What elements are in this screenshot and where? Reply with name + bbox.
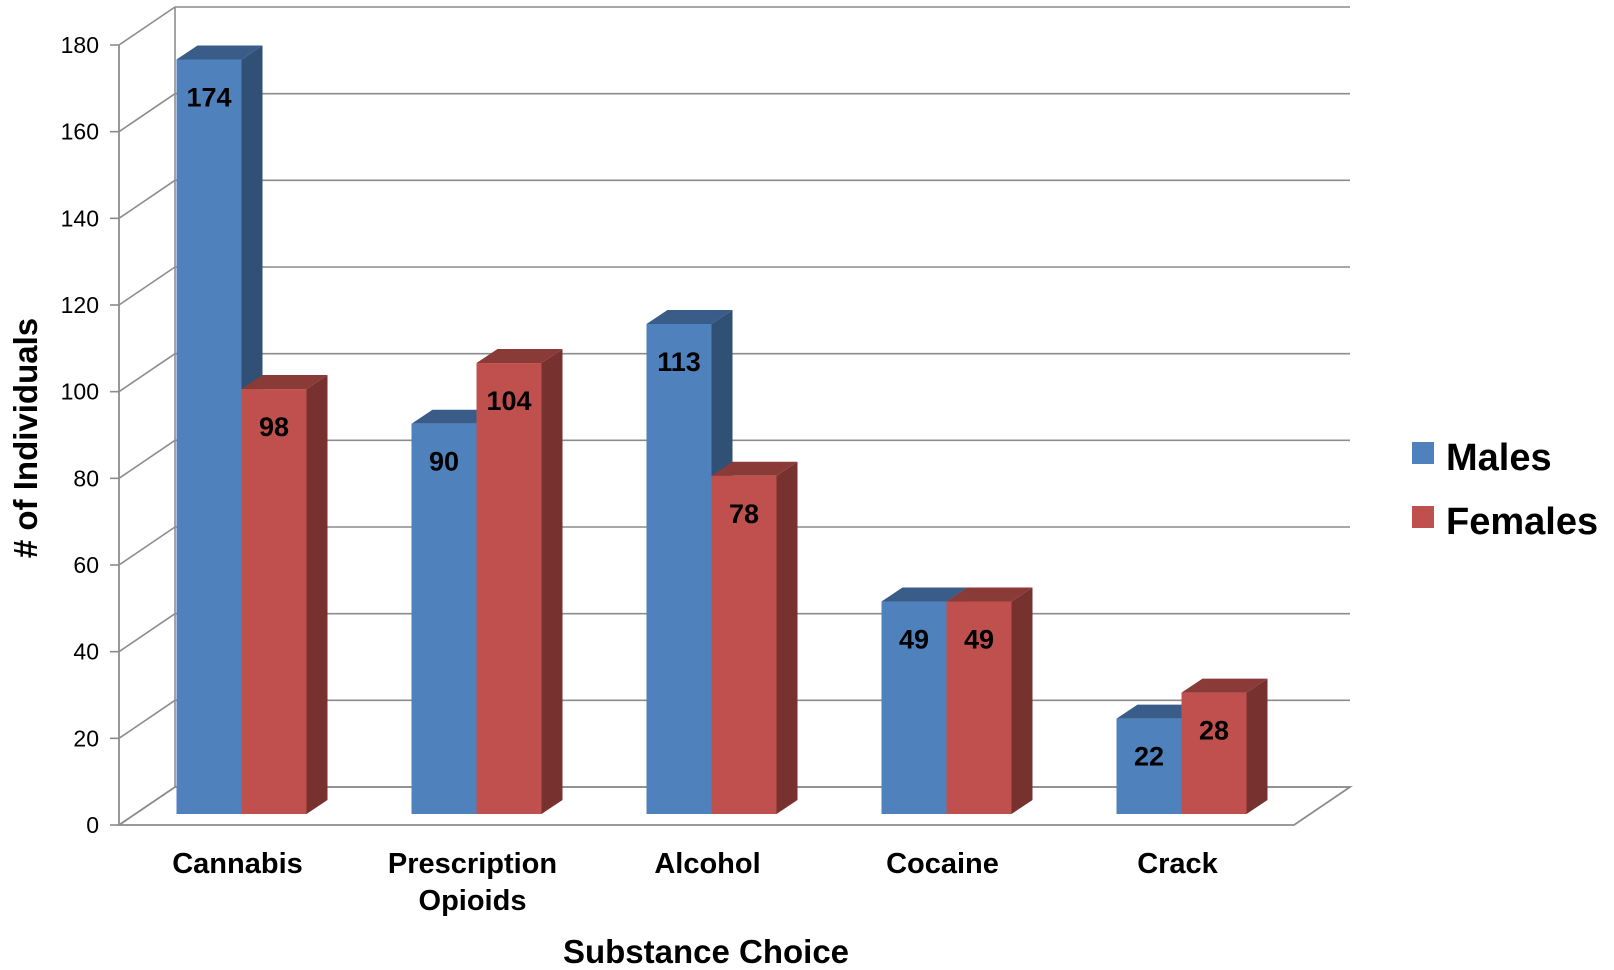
bar-females-3	[946, 587, 1033, 814]
category-label: Alcohol	[654, 848, 760, 880]
category-label-line: Crack	[1137, 848, 1218, 880]
bar-side	[306, 375, 328, 814]
category-label-line: Opioids	[419, 885, 527, 917]
category-label: Prescription Opioids	[388, 848, 557, 917]
bar-females-1	[476, 349, 563, 814]
category-label-line: Cocaine	[886, 848, 999, 880]
legend-swatch-males	[1412, 442, 1434, 464]
bar-top	[1181, 678, 1268, 693]
y-tick-label: 120	[61, 292, 99, 318]
data-label: 98	[259, 412, 289, 442]
data-label: 113	[657, 347, 701, 377]
legend-swatch-females	[1412, 506, 1434, 528]
y-axis-title: # of Individuals	[7, 318, 44, 558]
data-label: 78	[729, 499, 759, 529]
data-label: 90	[429, 447, 459, 477]
category-label: Cannabis	[172, 848, 303, 880]
bar-front	[1181, 692, 1247, 814]
side-gridline	[118, 613, 176, 653]
bar-top	[411, 409, 498, 424]
bar-top	[241, 375, 328, 390]
bar-front	[411, 423, 477, 814]
data-label: 28	[1199, 716, 1229, 746]
y-tick-label: 140	[61, 205, 99, 231]
bar-females-4	[1181, 678, 1268, 814]
bar-side	[1246, 678, 1268, 814]
y-tick-label: 100	[61, 379, 99, 405]
side-gridline	[118, 699, 176, 739]
category-label-line: Prescription	[388, 848, 557, 880]
y-tick-label: 40	[73, 639, 99, 665]
bar-side	[1011, 587, 1033, 814]
bar-top	[476, 349, 563, 364]
legend: Males Females	[1412, 437, 1598, 543]
bar-front	[176, 59, 242, 814]
floor	[116, 786, 1353, 826]
bar-front	[946, 601, 1012, 814]
legend-label-males: Males	[1446, 437, 1552, 479]
side-gridline	[118, 179, 176, 219]
bar-side	[541, 349, 563, 814]
bar-top	[646, 310, 733, 325]
bar-front	[711, 475, 777, 814]
side-gridline	[118, 353, 176, 393]
y-tick-label: 0	[86, 812, 99, 838]
side-gridline	[118, 526, 176, 566]
data-label: 49	[964, 625, 994, 655]
bar-front	[1116, 718, 1182, 814]
bars	[176, 45, 1268, 814]
data-label: 104	[486, 386, 531, 416]
category-labels: Cannabis Prescription Opioids Alcohol Cocain…	[172, 848, 1218, 917]
bar-top	[1116, 704, 1203, 719]
legend-label-females: Females	[1446, 501, 1598, 543]
bar-front	[241, 389, 307, 814]
axes: 0 20 40 60 80 100 120 140 160 180	[61, 7, 1353, 838]
y-tick-label: 20	[73, 725, 99, 751]
category-label-line: Cannabis	[172, 848, 303, 880]
data-label: 22	[1134, 742, 1164, 772]
side-gridline	[118, 6, 176, 46]
bar-front	[646, 324, 712, 814]
side-gridline	[118, 93, 176, 133]
bar-front	[476, 363, 542, 814]
category-label: Crack	[1137, 848, 1218, 880]
y-tick-label: 180	[61, 32, 99, 58]
x-axis-title: Substance Choice	[563, 933, 849, 970]
bar-top	[946, 587, 1033, 602]
bar-side	[776, 461, 798, 814]
category-label: Cocaine	[886, 848, 999, 880]
data-label: 174	[186, 83, 231, 113]
data-labels: 174 98 90 104 113 78 49 49 22 28	[186, 83, 1229, 772]
y-tick-label: 80	[73, 465, 99, 491]
bar-top	[711, 461, 798, 476]
bar-top	[881, 587, 968, 602]
data-label: 49	[899, 625, 929, 655]
bar-females-2	[711, 461, 798, 814]
y-tick-label: 160	[61, 119, 99, 145]
bar-front	[881, 601, 947, 814]
bar-females-0	[241, 375, 328, 814]
side-gridline	[118, 266, 176, 306]
bar-top	[176, 45, 263, 60]
category-label-line: Alcohol	[654, 848, 760, 880]
side-gridline	[118, 439, 176, 479]
y-tick-label: 60	[73, 552, 99, 578]
